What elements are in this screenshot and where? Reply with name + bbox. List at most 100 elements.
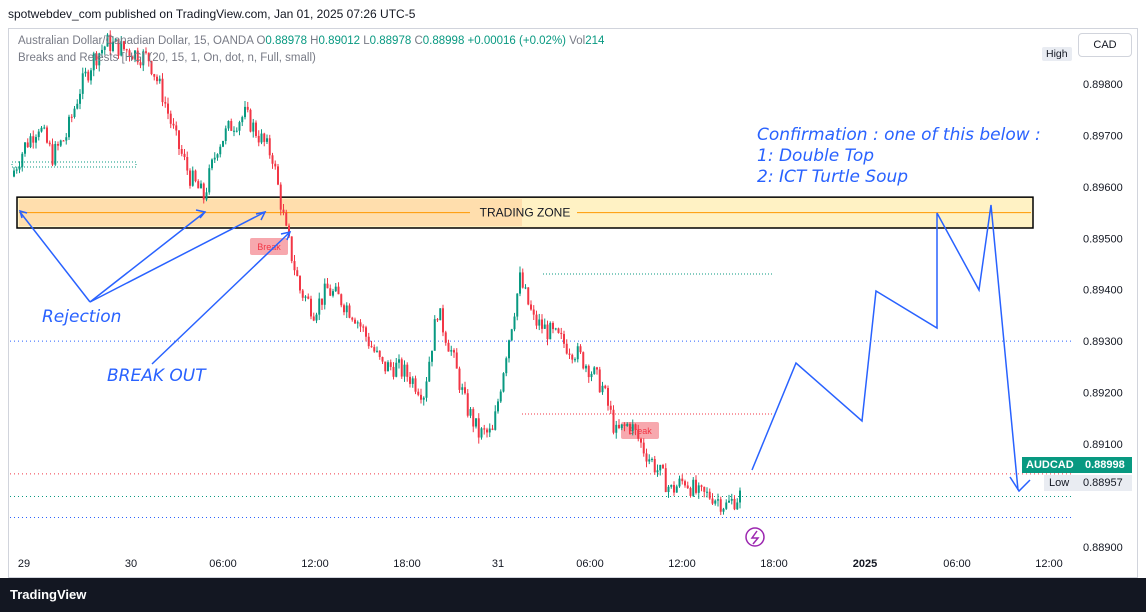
candle-body	[161, 78, 164, 103]
candle-body	[211, 159, 213, 169]
candle-body	[362, 326, 365, 328]
candle-body	[139, 62, 142, 66]
candle-body	[645, 453, 648, 462]
candle-body	[268, 138, 271, 156]
candle-body	[109, 34, 112, 51]
candle-body	[120, 41, 123, 56]
candle-body	[365, 327, 367, 337]
candle-body	[147, 52, 150, 62]
candle-body	[257, 135, 260, 143]
publish-header: spotwebdev_com published on TradingView.…	[0, 0, 1146, 28]
candle-body	[241, 117, 244, 123]
last-price-symbol: AUDCAD	[1026, 459, 1074, 471]
candle-body	[323, 283, 326, 305]
candle-body	[549, 322, 552, 340]
candle-body	[505, 358, 508, 374]
candle-body	[488, 428, 491, 433]
candle-body	[700, 485, 703, 487]
candle-body	[565, 343, 568, 354]
indicator-legend[interactable]: Breaks and Retests [HG] (20, 15, 1, On, …	[18, 52, 316, 64]
close-value: 0.88998	[422, 35, 465, 47]
candle-body	[32, 136, 35, 143]
candle-body	[356, 322, 359, 324]
candle-body	[128, 50, 131, 57]
candle-body	[574, 359, 576, 361]
candle-body	[156, 76, 158, 82]
last-price-value: 0.88998	[1085, 459, 1125, 471]
trading-zone-label: TRADING ZONE	[480, 206, 571, 220]
candle-body	[150, 61, 153, 75]
candle-body	[389, 362, 392, 367]
candle-body	[384, 361, 387, 372]
time-axis-tick: 06:00	[209, 558, 237, 570]
time-axis-tick: 18:00	[393, 558, 421, 570]
candle-body	[670, 485, 673, 487]
candle-body	[18, 166, 21, 170]
candle-body	[219, 146, 222, 155]
candle-body	[689, 488, 692, 496]
time-axis-tick: 2025	[853, 558, 877, 570]
currency-button[interactable]: CAD	[1078, 33, 1132, 57]
candle-body	[469, 409, 472, 416]
time-axis-tick: 29	[18, 558, 30, 570]
candle-body	[403, 364, 406, 377]
candle-body	[557, 328, 560, 333]
candle-body	[692, 479, 695, 496]
candle-body	[189, 170, 191, 186]
candle-body	[596, 367, 598, 370]
candle-body	[590, 373, 593, 378]
candle-body	[631, 424, 634, 431]
candle-body	[464, 387, 466, 394]
arrow-head	[195, 209, 207, 219]
low-value: 0.88978	[369, 35, 412, 47]
projection-arrow	[1009, 476, 1031, 493]
candle-body	[293, 261, 296, 271]
candle-body	[79, 93, 81, 104]
candle-body	[722, 508, 725, 512]
candle-body	[708, 491, 711, 499]
candle-body	[304, 296, 307, 298]
candle-body	[598, 369, 601, 393]
candle-body	[351, 317, 354, 320]
candle-body	[65, 137, 68, 141]
candle-body	[340, 294, 343, 306]
candle-body	[395, 362, 398, 377]
candle-body	[648, 459, 651, 462]
candle-body	[486, 429, 488, 433]
annotation-arrow	[19, 211, 91, 303]
break-label-text: Break	[257, 242, 281, 252]
chart-frame[interactable]	[8, 28, 1138, 578]
candle-body	[475, 418, 477, 427]
candle-body	[472, 409, 475, 427]
candle-body	[560, 332, 563, 335]
candle-body	[411, 378, 414, 384]
candle-body	[516, 293, 519, 317]
candle-body	[714, 500, 717, 504]
candle-body	[367, 336, 370, 347]
candle-body	[205, 192, 208, 200]
candle-body	[653, 458, 656, 473]
candle-body	[425, 381, 428, 398]
candle-body	[618, 424, 620, 429]
candle-body	[612, 409, 615, 433]
rejection-label: Rejection	[42, 307, 122, 327]
candle-body	[76, 103, 79, 109]
candle-body	[719, 499, 722, 512]
candle-body	[57, 143, 59, 146]
projection-path	[751, 204, 1019, 491]
change-value: +0.00016 (+0.02%)	[467, 35, 567, 47]
candle-body	[51, 144, 54, 165]
candle-body	[224, 128, 227, 141]
candle-body	[186, 157, 189, 171]
candle-body	[106, 34, 109, 47]
candle-body	[563, 334, 565, 344]
candle-body	[711, 498, 714, 504]
candle-body	[609, 405, 612, 410]
candle-body	[81, 73, 84, 94]
candle-body	[68, 116, 70, 138]
candle-body	[301, 290, 304, 298]
candle-body	[117, 39, 120, 56]
candle-body	[461, 387, 464, 390]
candle-body	[183, 153, 186, 158]
